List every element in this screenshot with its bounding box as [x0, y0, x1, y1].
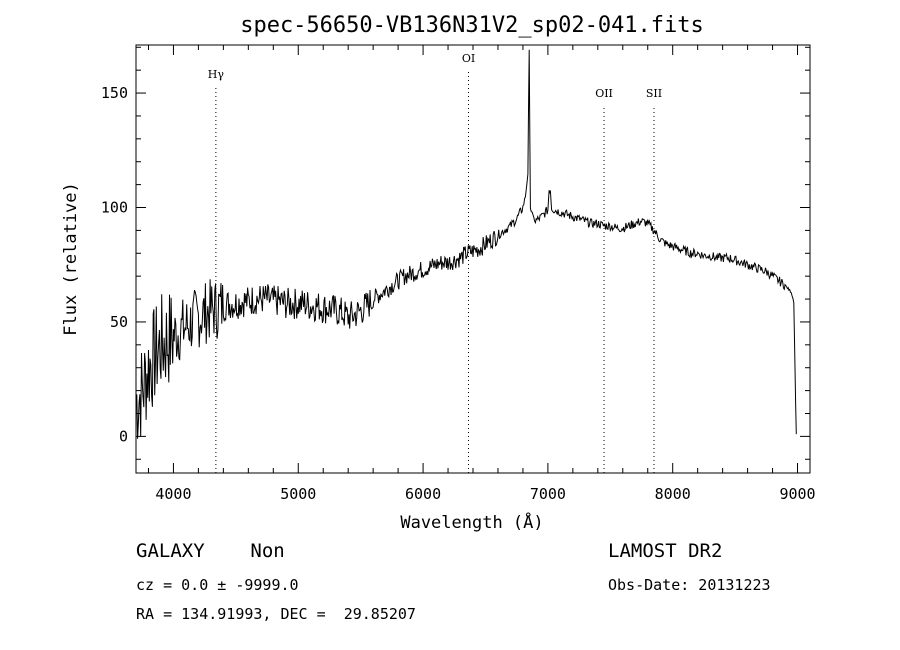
object-class: GALAXY Non: [136, 540, 285, 562]
coordinates-line: RA = 134.91993, DEC = 29.85207: [136, 605, 416, 623]
y-tick-label: 50: [110, 313, 128, 331]
line-marker-label: SII: [646, 87, 662, 100]
redshift-line: cz = 0.0 ± -9999.0: [136, 576, 299, 594]
line-marker-label: OII: [595, 87, 613, 100]
survey-name: LAMOST DR2: [608, 540, 723, 562]
line-marker-label: OI: [462, 52, 475, 65]
y-tick-labels: 0 50 100 150: [101, 84, 128, 445]
x-tick-label: 7000: [530, 485, 566, 503]
y-tick-label: 150: [101, 84, 128, 102]
x-tick-labels: 4000 5000 6000 7000 8000 9000: [155, 485, 815, 503]
spectrum-line: [135, 49, 797, 439]
x-tick-label: 6000: [405, 485, 441, 503]
y-tick-label: 100: [101, 199, 128, 217]
y-tick-label: 0: [119, 427, 128, 445]
plot-frame: [135, 44, 811, 474]
x-axis-label: Wavelength (Å): [400, 511, 543, 533]
observation-date: Obs-Date: 20131223: [608, 576, 771, 594]
y-axis-label: Flux (relative): [61, 182, 81, 336]
x-tick-label: 8000: [655, 485, 691, 503]
x-tick-label: 4000: [155, 485, 191, 503]
x-tick-label: 9000: [779, 485, 815, 503]
x-tick-label: 5000: [280, 485, 316, 503]
chart-title: spec-56650-VB136N31V2_sp02-041.fits: [240, 13, 704, 38]
axis-ticks: [136, 45, 810, 473]
line-marker-label: Hγ: [208, 68, 225, 81]
line-markers: Hγ OI OII SII: [208, 52, 662, 473]
